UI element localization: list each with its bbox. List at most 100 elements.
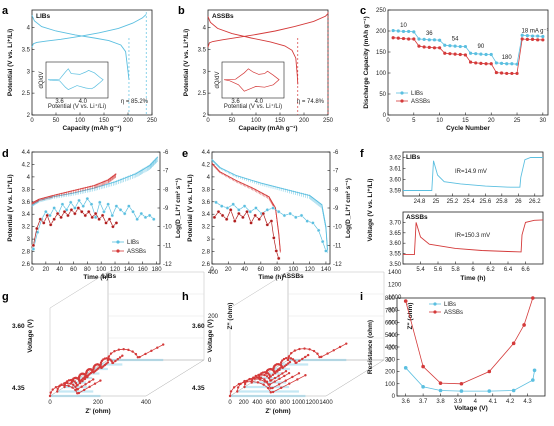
panel-c-legend-marker xyxy=(400,99,404,103)
panel-e-y2-tick-label: -8 xyxy=(333,187,339,193)
panel-c-point-ASSBs xyxy=(479,61,483,65)
panel-e-x-tick-label: 120 xyxy=(305,267,316,273)
panel-h-z-tick-label: 400 xyxy=(388,333,399,339)
panel-h-spectrum-point xyxy=(303,347,306,350)
panel-c-point-LIBs xyxy=(401,29,406,34)
panel-c-rate-label: 90 xyxy=(478,44,485,50)
panel-g-spectrum-point xyxy=(63,384,66,387)
panel-h-spectrum-point xyxy=(296,378,299,381)
panel-e-y-tick-label: 2.6 xyxy=(202,262,211,268)
panel-b-inset xyxy=(221,61,285,99)
panel-c-point-ASSBs xyxy=(463,53,468,57)
panel-i-ylabel: Resistance (ohm) xyxy=(367,320,374,374)
panel-d-potential-LIBs potential xyxy=(31,156,159,206)
panel-c-point-LIBs xyxy=(432,38,437,42)
panel-g-spectrum-point xyxy=(107,355,110,358)
panel-e-diffusion-point-LIBs xyxy=(242,204,247,208)
panel-c-point-ASSBs xyxy=(438,46,442,50)
panel-e-diffusion-point-ASSBs xyxy=(249,221,253,225)
panel-c-point-ASSBs xyxy=(515,71,519,76)
panel-h-spectrum-point xyxy=(316,352,319,355)
panel-h-spectrum-point xyxy=(261,371,265,374)
panel-g-spectrum-point xyxy=(49,391,52,394)
panel-d-y-tick-label: 3.8 xyxy=(22,187,31,193)
panel-h-z-tick-label: 1200 xyxy=(388,283,402,289)
panel-e-diffusion-point-ASSBs xyxy=(232,219,237,223)
panel-d-y-tick-label: 2.8 xyxy=(22,250,31,256)
panel-d-diffusion-point-LIBs xyxy=(139,211,144,216)
panel-f-bottom-y-tick-label: 3.70 xyxy=(389,220,401,226)
panel-c-y-tick-label: 200 xyxy=(376,29,387,35)
panel-i-y-tick-label: 300 xyxy=(385,357,396,363)
panel-a-curve-discharge xyxy=(31,15,130,81)
panel-h-spectrum-point xyxy=(271,386,274,390)
panel-g-side-wall xyxy=(49,271,109,397)
panel-h-spectrum-point xyxy=(297,372,301,375)
panel-d-x-tick-label: 20 xyxy=(42,267,49,273)
panel-h-z-tick-label: 600 xyxy=(388,320,399,326)
panel-f-bottom-x-tick-label: 6.4 xyxy=(504,267,513,273)
panel-c-point-LIBs xyxy=(494,61,498,65)
panel-g-spectrum-point xyxy=(121,354,124,357)
panel-h-spectrum-point xyxy=(345,342,348,345)
panel-c-point-ASSBs xyxy=(391,36,395,40)
panel-f-xlabel: Time (h) xyxy=(460,275,485,282)
panel-g-spectrum-point xyxy=(110,359,113,363)
panel-d-y2-tick-label: -7 xyxy=(163,169,169,175)
panel-h-spectrum-point xyxy=(260,373,263,376)
panel-i-y-tick-label: 500 xyxy=(385,333,396,339)
panel-g-z-tick-label: 200 xyxy=(208,314,219,320)
panel-h-spectrum-point xyxy=(266,386,270,390)
panel-e-x-tick-label: 20 xyxy=(225,267,232,273)
panel-e-y-tick-label: 3.8 xyxy=(202,187,211,193)
panel-d-x-tick-label: 140 xyxy=(124,267,135,273)
panel-e-y2-tick-label: -6 xyxy=(333,150,339,156)
panel-c-point-ASSBs xyxy=(541,38,545,42)
panel-c-point-ASSBs xyxy=(536,38,540,42)
panel-i-x-tick-label: 3.9 xyxy=(454,399,463,405)
panel-h-spectrum-point xyxy=(273,380,276,383)
panel-g-z-tick-label: 400 xyxy=(208,270,219,276)
panel-b-inset-curve xyxy=(223,68,280,92)
panel-c-point-LIBs xyxy=(396,29,400,33)
panel-h-spectrum-point xyxy=(257,373,260,377)
panel-h-spectrum-point xyxy=(286,362,290,365)
panel-c-y-tick-label: 0 xyxy=(383,113,387,119)
panel-f-bottom-ir-note: IR=150.3 mV xyxy=(455,233,490,239)
panel-e-y-tick-label: 3.2 xyxy=(202,225,211,231)
panel-h-xlabel: Z' (ohm) xyxy=(265,408,290,415)
panel-f-bottom-x-tick-label: 5.8 xyxy=(451,267,460,273)
panel-h-spectrum-point xyxy=(291,375,294,379)
panel-h-spectrum-point xyxy=(318,355,321,359)
panel-a-x-tick-label: 250 xyxy=(147,118,158,124)
panel-e-diffusion-point-LIBs xyxy=(214,200,218,205)
panel-g-spectrum-point xyxy=(56,390,59,393)
panel-c-point-LIBs xyxy=(468,51,473,55)
panel-h-spectrum-point xyxy=(237,382,241,386)
panel-b-x-tick-label: 100 xyxy=(251,118,262,124)
panel-a-x-tick-label: 50 xyxy=(53,118,60,124)
panel-i-x-tick-label: 3.7 xyxy=(419,399,428,405)
panel-i-point-LIBs xyxy=(403,366,408,370)
panel-e-diffusion-point-ASSBs xyxy=(257,217,262,221)
panel-e-diffusion-point-LIBs xyxy=(237,208,241,212)
panel-c-point-ASSBs xyxy=(468,60,473,64)
panel-d-legend-marker xyxy=(116,240,120,244)
panel-g-spectrum-point xyxy=(69,382,72,385)
panel-f-ylabel: Voltage (V vs. Li⁺/Li) xyxy=(367,179,374,242)
panel-i-point-ASSBs xyxy=(403,299,408,303)
panel-f-top-ir-note: IR=14.9 mV xyxy=(455,169,487,175)
panel-e-x-tick-label: 0 xyxy=(210,267,214,273)
panel-d-y-tick-label: 2.6 xyxy=(22,262,31,268)
panel-b-y-tick-label: 3 xyxy=(203,69,207,75)
panel-g-spectrum-point xyxy=(113,349,116,353)
panel-i-point-ASSBs xyxy=(531,296,535,300)
panel-i-axes xyxy=(396,297,546,397)
panel-h-spectrum-point xyxy=(306,353,310,357)
panel-g-spectrum-point xyxy=(78,381,82,385)
panel-c-point-ASSBs xyxy=(474,61,478,65)
panel-i-y-tick-label: 800 xyxy=(385,296,396,302)
panel-e-diffusion-point-LIBs xyxy=(288,211,292,216)
